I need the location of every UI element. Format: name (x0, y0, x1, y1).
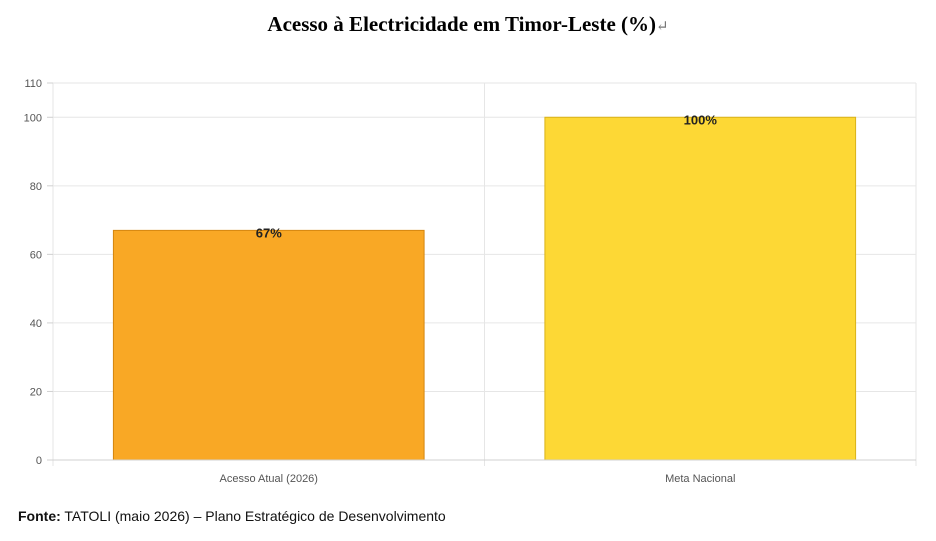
bar-data-label: 100% (684, 112, 718, 127)
y-tick-label: 80 (30, 181, 42, 193)
source-note: Fonte: TATOLI (maio 2026) – Plano Estrat… (18, 508, 446, 524)
x-category-label: Acesso Atual (2026) (220, 473, 318, 485)
source-label: Fonte: (18, 508, 61, 524)
bar-chart: 0 20 40 60 80 100 110 67% 100% Acesso Atual (20… (24, 78, 917, 485)
x-axis: Acesso Atual (2026) Meta Nacional (53, 459, 916, 485)
y-axis: 0 20 40 60 80 100 110 (24, 78, 53, 467)
bar (112, 229, 425, 461)
bar (544, 116, 857, 461)
y-tick-label: 100 (24, 112, 42, 124)
y-tick-label: 110 (24, 78, 42, 90)
chart-title-text: Acesso à Electricidade em Timor-Leste (%… (267, 12, 656, 36)
y-tick-label: 40 (30, 318, 42, 330)
chart-title: Acesso à Electricidade em Timor-Leste (%… (0, 12, 936, 37)
y-tick-label: 0 (36, 455, 42, 467)
bar-data-label: 67% (256, 225, 282, 240)
paragraph-mark-icon: ↵ (656, 19, 669, 35)
source-text: TATOLI (maio 2026) – Plano Estratégico d… (64, 508, 446, 524)
y-tick-label: 60 (30, 249, 42, 261)
bar-series: 67% 100% (112, 112, 857, 461)
y-tick-label: 20 (30, 386, 42, 398)
x-category-label: Meta Nacional (665, 473, 735, 485)
